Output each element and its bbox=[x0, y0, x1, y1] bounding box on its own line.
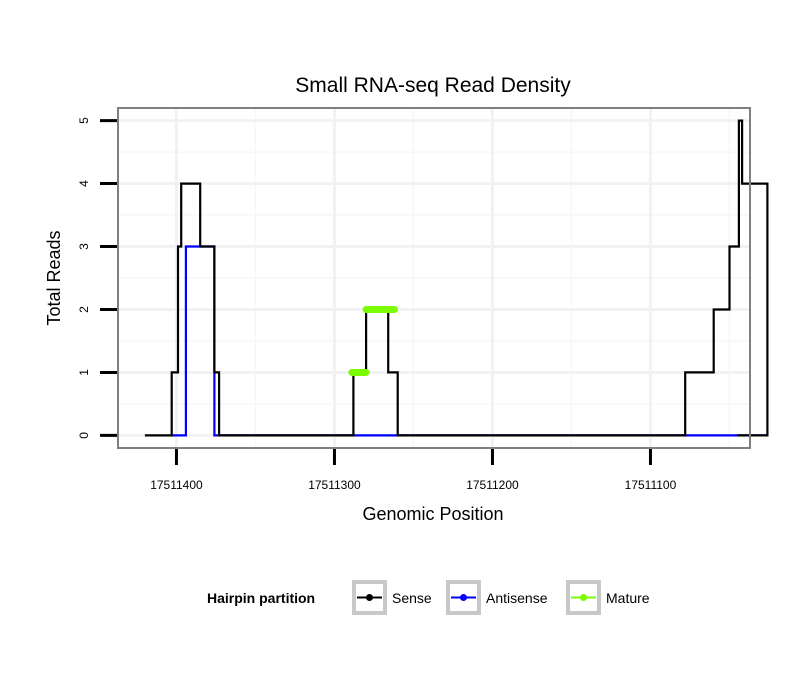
legend-label: Sense bbox=[392, 590, 432, 606]
y-tick-label: 1 bbox=[77, 369, 91, 376]
x-tick-label: 17511100 bbox=[625, 478, 677, 492]
y-axis: 0 1 2 3 4 5 bbox=[77, 117, 117, 439]
x-tick-label: 17511300 bbox=[308, 478, 361, 492]
chart-title: Small RNA-seq Read Density bbox=[295, 74, 571, 97]
x-axis-title: Genomic Position bbox=[362, 504, 503, 524]
x-axis: 17511400 17511300 17511200 17511100 bbox=[150, 449, 677, 492]
x-tick-label: 17511400 bbox=[150, 478, 203, 492]
y-tick-label: 5 bbox=[77, 117, 91, 124]
legend-entry-sense: Sense bbox=[352, 580, 432, 615]
legend-key-point bbox=[366, 594, 373, 601]
legend-label: Antisense bbox=[486, 590, 548, 606]
y-tick-label: 2 bbox=[77, 306, 91, 313]
x-tick-label: 17511200 bbox=[466, 478, 519, 492]
plot-panel bbox=[117, 107, 769, 449]
y-axis-title: Total Reads bbox=[44, 230, 64, 325]
legend: Hairpin partition Sense Antisense Mature bbox=[207, 580, 650, 615]
y-tick-label: 3 bbox=[77, 243, 91, 250]
legend-entry-antisense: Antisense bbox=[446, 580, 548, 615]
legend-title: Hairpin partition bbox=[207, 590, 315, 606]
y-tick-label: 0 bbox=[77, 432, 91, 439]
y-tick-label: 4 bbox=[77, 180, 91, 187]
plot-border bbox=[117, 107, 751, 449]
legend-key-point bbox=[460, 594, 467, 601]
series-layer bbox=[144, 119, 769, 437]
legend-label: Mature bbox=[606, 590, 650, 606]
legend-key-point bbox=[580, 594, 587, 601]
legend-entry-mature: Mature bbox=[566, 580, 650, 615]
